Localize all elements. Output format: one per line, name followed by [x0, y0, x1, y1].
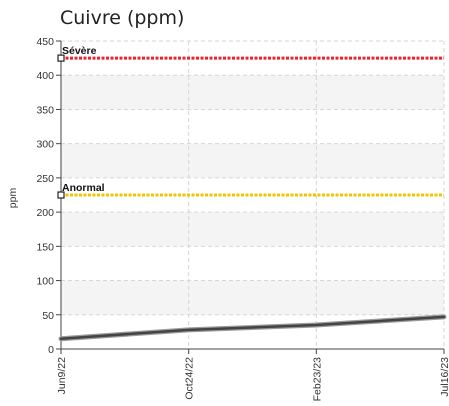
- y-tick-label: 450: [36, 36, 54, 48]
- x-tick-label: Jul16/23: [439, 357, 449, 397]
- x-tick-label: Oct24/22: [184, 357, 196, 400]
- grid-band: [61, 280, 444, 315]
- y-tick-label: 350: [36, 104, 54, 116]
- grid-band: [61, 212, 444, 247]
- grid-band: [61, 75, 444, 110]
- y-tick-label: 50: [42, 310, 54, 322]
- x-tick-label: Feb23/23: [311, 357, 323, 402]
- reference-lines: Sévère Anormal: [57, 45, 444, 199]
- threshold-marker: [57, 54, 65, 62]
- y-tick-label: 400: [36, 70, 54, 82]
- grid-band: [61, 143, 444, 178]
- y-tick-label: 100: [36, 276, 54, 288]
- chart-bands: [61, 75, 444, 315]
- y-tick-label: 200: [36, 207, 54, 219]
- threshold-label: Anormal: [62, 182, 105, 194]
- y-tick-label: 150: [36, 241, 54, 253]
- y-tick-label: 300: [36, 139, 54, 151]
- chart-title: Cuivre (ppm): [60, 7, 185, 29]
- series-line: [59, 315, 446, 340]
- x-tick-label: Jun9/22: [56, 357, 68, 395]
- series-layer: [58, 314, 447, 342]
- threshold-marker: [57, 191, 65, 199]
- threshold-label: Sévère: [62, 45, 97, 57]
- y-axis-label: ppm: [7, 188, 19, 209]
- y-tick-label: 250: [36, 173, 54, 185]
- y-tick-label: 0: [48, 344, 54, 356]
